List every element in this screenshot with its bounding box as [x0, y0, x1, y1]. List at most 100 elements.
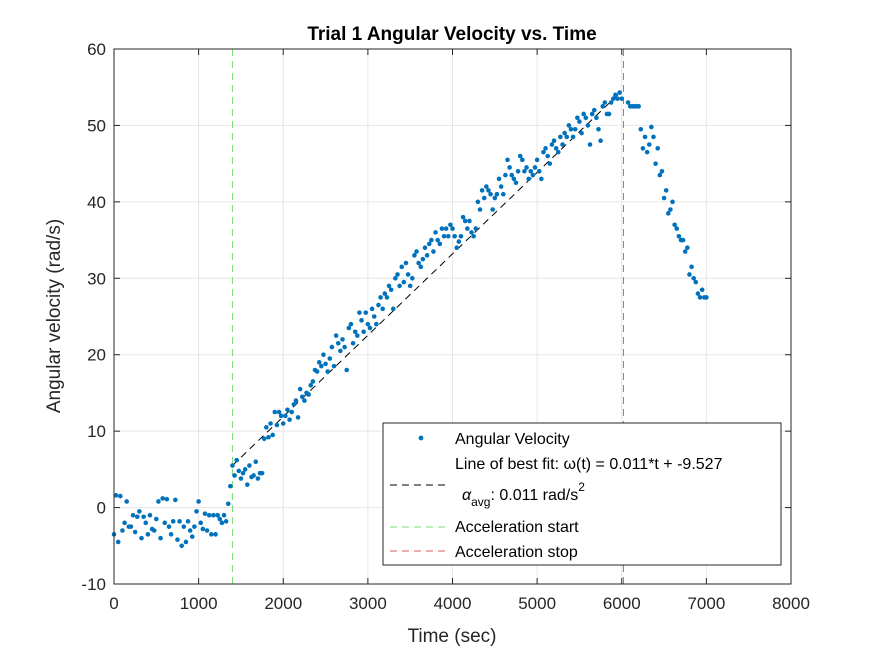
data-point	[342, 344, 347, 350]
data-point	[670, 199, 675, 205]
data-point	[657, 172, 663, 178]
data-point	[606, 111, 612, 117]
data-point	[526, 176, 531, 182]
data-point	[625, 100, 631, 105]
data-point	[297, 386, 303, 392]
data-point	[530, 172, 536, 178]
legend-marker-angular-velocity	[418, 435, 424, 441]
data-point	[255, 476, 261, 481]
data-point	[697, 295, 703, 300]
data-point	[547, 161, 553, 166]
data-point	[443, 226, 449, 231]
data-point	[437, 241, 443, 247]
data-point	[416, 260, 421, 266]
data-point	[674, 226, 680, 231]
y-tick-label: 40	[87, 193, 106, 212]
data-point	[589, 111, 595, 117]
x-tick-label: 2000	[264, 594, 302, 613]
data-point	[693, 279, 699, 285]
data-point	[228, 483, 233, 489]
data-point	[661, 195, 667, 201]
data-point	[264, 425, 269, 430]
data-point	[124, 499, 129, 504]
data-point	[278, 413, 284, 419]
data-point	[528, 168, 534, 174]
data-point	[274, 422, 280, 428]
data-point	[234, 457, 240, 463]
data-point	[130, 512, 136, 518]
data-point	[410, 275, 415, 281]
data-point	[452, 233, 457, 239]
data-point	[539, 176, 544, 182]
data-point	[536, 168, 542, 174]
data-point	[583, 115, 589, 121]
data-point	[365, 321, 371, 327]
data-point	[120, 528, 125, 533]
data-point	[242, 467, 248, 472]
data-point	[418, 264, 424, 270]
data-point	[217, 516, 223, 522]
data-point	[503, 172, 508, 178]
legend-label-accel-stop: Acceleration stop	[455, 544, 578, 561]
data-point	[361, 329, 366, 335]
data-point	[291, 402, 297, 407]
data-point	[147, 512, 153, 518]
data-point	[602, 100, 608, 105]
data-point	[200, 526, 206, 532]
data-point	[689, 264, 694, 270]
x-tick-label: 5000	[518, 594, 556, 613]
data-point	[154, 516, 159, 522]
data-point	[204, 528, 210, 533]
data-point	[211, 512, 216, 518]
data-point	[132, 529, 138, 535]
data-point	[321, 352, 326, 358]
data-point	[156, 499, 161, 504]
data-point	[236, 468, 242, 474]
data-point	[340, 337, 345, 342]
data-point	[393, 275, 398, 281]
data-point	[354, 333, 360, 338]
legend-alpha-subscript: avg	[471, 495, 490, 509]
data-point	[143, 520, 149, 526]
data-point	[401, 279, 407, 285]
data-point	[346, 325, 352, 331]
data-point	[613, 92, 618, 98]
data-point	[454, 245, 460, 251]
data-point	[145, 532, 151, 537]
data-point	[448, 222, 453, 228]
data-point	[162, 520, 168, 526]
data-point	[266, 434, 271, 440]
data-point	[344, 367, 350, 373]
data-point	[515, 168, 521, 174]
data-point	[181, 524, 187, 529]
y-tick-label: -10	[81, 575, 106, 594]
data-point	[520, 157, 525, 163]
data-point	[369, 306, 375, 312]
data-point	[327, 356, 333, 361]
data-point	[479, 188, 485, 193]
data-point	[695, 291, 701, 296]
y-tick-labels: -10 0 10 20 30 40 50 60	[81, 40, 106, 594]
data-point	[663, 188, 669, 193]
data-point	[551, 138, 557, 144]
y-tick-label: 0	[97, 499, 106, 518]
data-point	[568, 126, 574, 132]
data-point	[579, 130, 584, 136]
data-point	[192, 524, 197, 529]
data-point	[555, 149, 561, 155]
data-point	[562, 130, 567, 136]
y-tick-label: 10	[87, 422, 106, 441]
data-point	[395, 272, 400, 277]
data-point	[591, 107, 597, 113]
data-point	[490, 207, 495, 212]
data-point	[676, 233, 682, 239]
data-point	[549, 142, 555, 147]
data-point	[492, 195, 498, 201]
data-point	[577, 119, 582, 124]
data-point	[560, 142, 565, 147]
data-point	[350, 340, 356, 346]
data-point	[465, 226, 470, 231]
data-point	[610, 96, 616, 101]
